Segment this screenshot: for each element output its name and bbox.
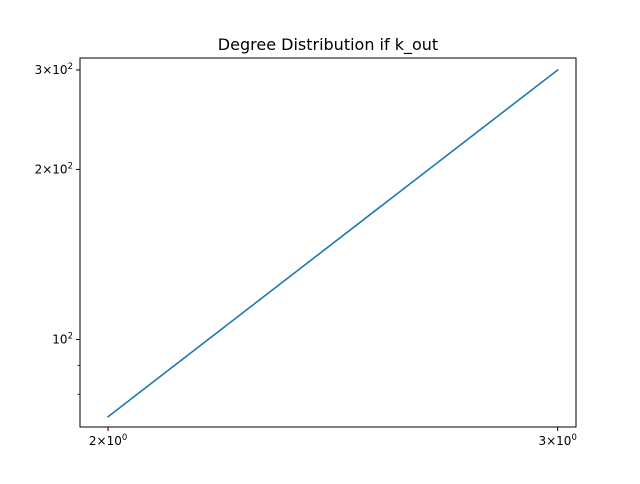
series-layer [106, 68, 559, 418]
axis-ticks: 2×100 3×100 102 2×102 3×102 [35, 62, 577, 448]
x-tick-label: 2×100 [89, 433, 127, 448]
series-line-k-out [106, 68, 559, 418]
plot-area-frame [79, 57, 577, 428]
y-tick-label: 2×102 [35, 161, 73, 176]
y-tick-label: 3×102 [35, 62, 73, 77]
x-tick-label: 3×100 [538, 433, 576, 448]
chart-title: Degree Distribution if k_out [218, 35, 438, 55]
y-tick-label: 102 [52, 331, 73, 346]
